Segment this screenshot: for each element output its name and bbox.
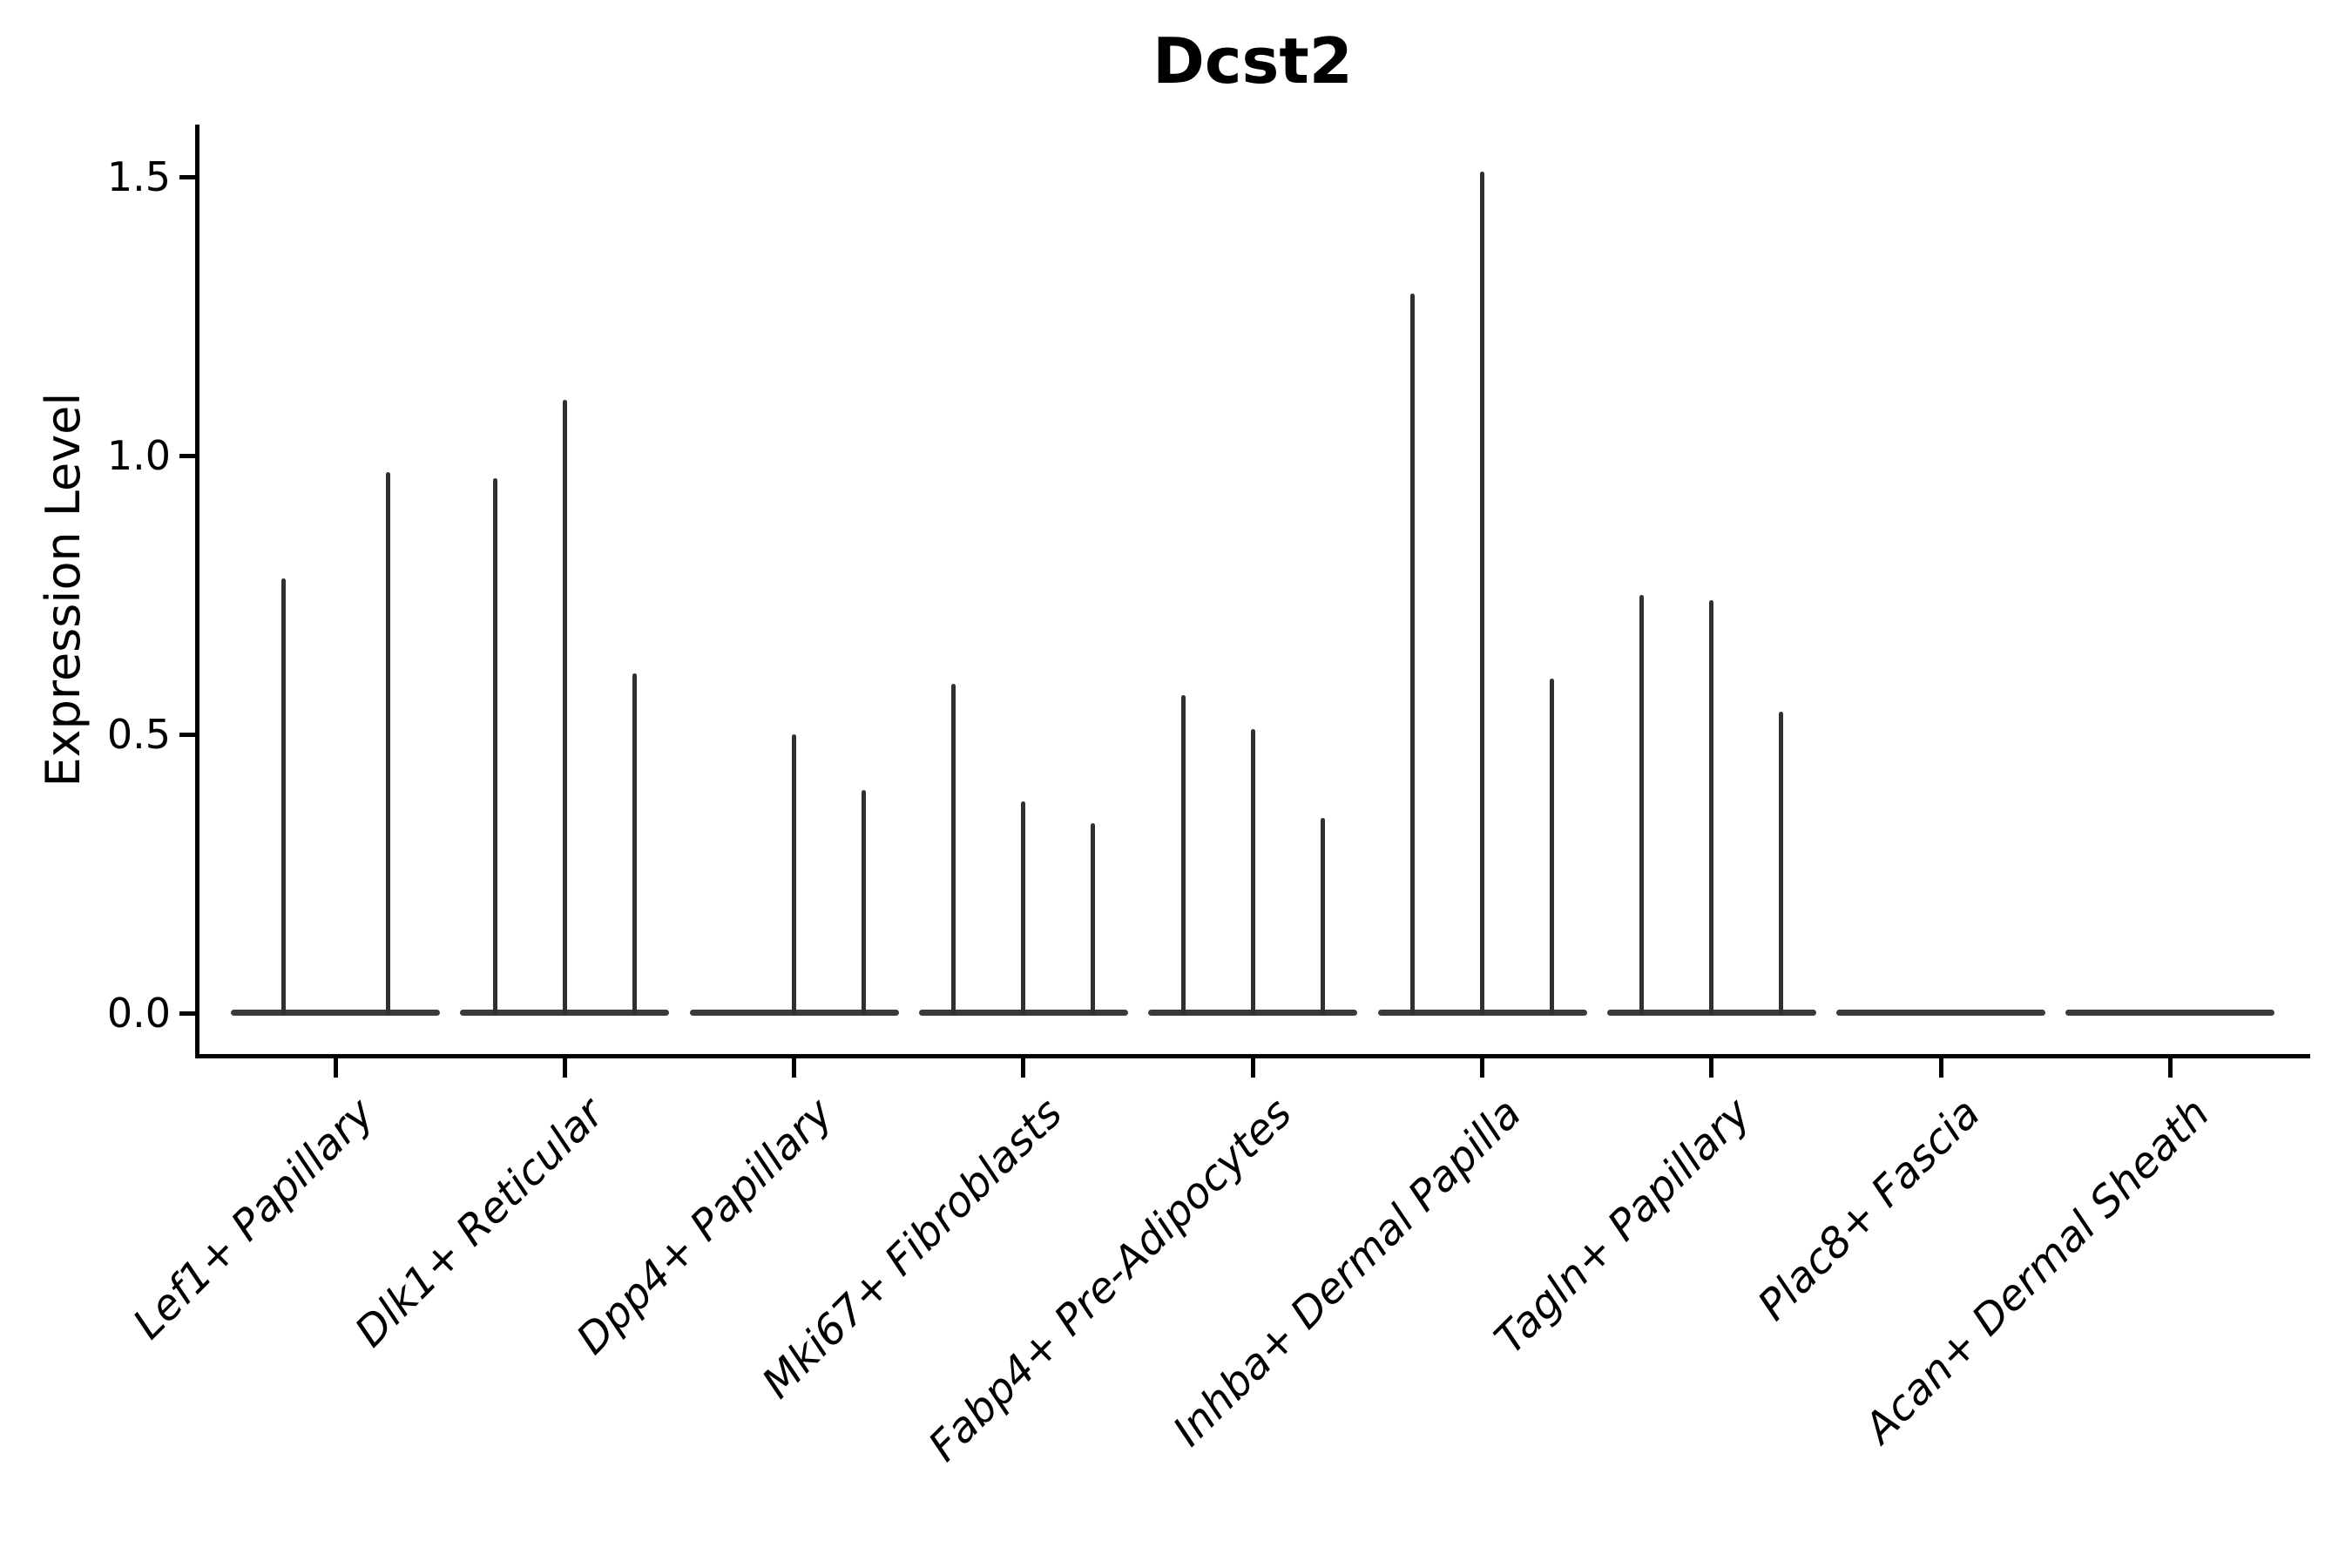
violin-spike bbox=[1021, 801, 1026, 1015]
y-tick-label: 0.0 bbox=[106, 990, 171, 1037]
violin-spike bbox=[1410, 294, 1415, 1015]
y-tick-label: 1.5 bbox=[106, 153, 171, 200]
violin-spike bbox=[492, 477, 497, 1015]
violin-spike bbox=[792, 734, 797, 1015]
violin-spike bbox=[1779, 712, 1784, 1015]
x-tick-label: Dpp4+ Papillary bbox=[567, 1089, 843, 1364]
x-tick-mark bbox=[792, 1058, 797, 1078]
y-axis-spine bbox=[195, 125, 199, 1058]
violin-spike bbox=[1180, 695, 1186, 1015]
x-tick-mark bbox=[1250, 1058, 1255, 1078]
y-tick-label: 1.0 bbox=[106, 432, 171, 479]
y-tick-mark bbox=[179, 453, 197, 458]
y-tick-label: 0.5 bbox=[106, 711, 171, 758]
y-tick-mark bbox=[179, 732, 197, 737]
y-axis-label: Expression Level bbox=[36, 392, 91, 787]
violin-baseline bbox=[1836, 1009, 2046, 1016]
violin-spike bbox=[1639, 595, 1645, 1015]
violin-spike bbox=[280, 578, 286, 1015]
chart-title: Dcst2 bbox=[1152, 24, 1353, 98]
x-tick-mark bbox=[562, 1058, 567, 1078]
x-tick-mark bbox=[1021, 1058, 1026, 1078]
violin-spike bbox=[385, 472, 390, 1015]
violin-spike bbox=[1091, 823, 1096, 1015]
violin-spike bbox=[862, 790, 867, 1015]
x-tick-mark bbox=[333, 1058, 338, 1078]
x-tick-mark bbox=[1938, 1058, 1943, 1078]
x-tick-label: Plac8+ Fascia bbox=[1748, 1089, 1990, 1330]
violin-spike bbox=[1550, 679, 1554, 1015]
violin-spike bbox=[1320, 818, 1325, 1015]
violin-spike bbox=[951, 684, 956, 1015]
x-axis-spine bbox=[195, 1054, 2310, 1058]
x-tick-label: Dlk1+ Reticular bbox=[345, 1089, 613, 1357]
violin-spike bbox=[562, 400, 567, 1015]
x-tick-label: Fabp4+ Pre-Adipocytes bbox=[919, 1089, 1301, 1471]
x-tick-mark bbox=[2167, 1058, 2173, 1078]
x-tick-label: Lef1+ Papillary bbox=[124, 1089, 384, 1349]
y-tick-mark bbox=[179, 174, 197, 179]
violin-spike bbox=[632, 672, 637, 1015]
violin-baseline bbox=[231, 1009, 440, 1016]
violin-spike bbox=[1480, 171, 1484, 1015]
x-tick-mark bbox=[1480, 1058, 1484, 1078]
x-tick-label: Tagln+ Papillary bbox=[1485, 1089, 1761, 1364]
violin-spike bbox=[1709, 600, 1714, 1015]
x-tick-mark bbox=[1709, 1058, 1714, 1078]
y-tick-mark bbox=[179, 1010, 197, 1016]
violin-spike bbox=[1250, 728, 1255, 1015]
violin-baseline bbox=[2065, 1009, 2275, 1016]
